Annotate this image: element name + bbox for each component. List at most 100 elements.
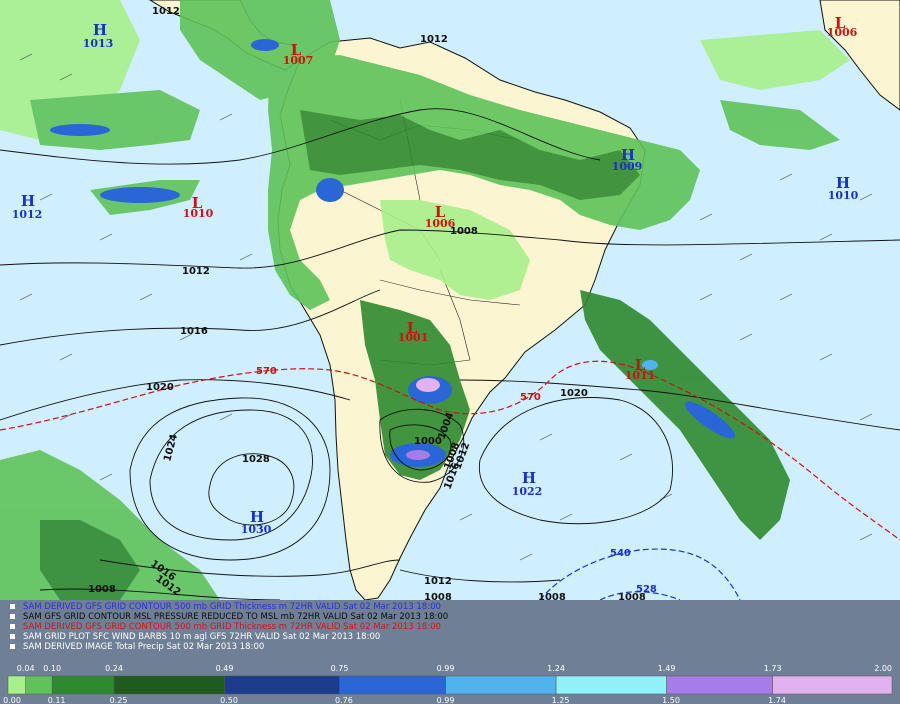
svg-text:1001: 1001: [398, 331, 429, 344]
svg-text:H: H: [621, 146, 635, 164]
isobar-label: 1012: [420, 34, 448, 45]
svg-text:1012: 1012: [12, 208, 43, 221]
colorbar-bottom-ticks: 0.00 0.11 0.25 0.50 0.76 0.99 1.25 1.50 1.74: [3, 696, 786, 704]
thickness-labels: 570 570 540 528: [256, 366, 657, 595]
isobar-label: 1008: [618, 592, 646, 600]
thickness-570: [0, 360, 900, 541]
colorbar-swatch: [51, 675, 115, 695]
svg-text:L: L: [407, 319, 418, 337]
svg-text:L: L: [835, 14, 846, 32]
legend-line: SAM DERIVED IMAGE Total Precip Sat 02 Ma…: [10, 642, 264, 652]
legend-bullet-icon: [10, 614, 15, 619]
legend-line: SAM GFS GRID CONTOUR MSL PRESSURE REDUCE…: [10, 612, 448, 622]
legend-text: SAM GRID PLOT SFC WIND BARBS 10 m agl GF…: [23, 632, 381, 642]
isobar-label: 1012: [152, 6, 180, 17]
svg-text:1010: 1010: [828, 189, 859, 202]
thickness-540: [539, 548, 741, 600]
colorbar-swatches: [7, 675, 893, 695]
svg-text:L: L: [291, 41, 302, 59]
isobar-label: 1008: [424, 592, 452, 600]
colorbar-bottom-tick: 0.99: [437, 696, 455, 704]
colorbar-top-tick: 2.00: [874, 664, 892, 673]
legend-bullet-icon: [10, 644, 15, 649]
thickness-label: 570: [520, 392, 541, 403]
colorbar-swatch: [666, 675, 773, 695]
colorbar-bottom-tick: 0.00: [3, 696, 21, 704]
isobar-label: 1008: [88, 584, 116, 595]
isobars: [0, 108, 900, 600]
svg-text:H: H: [93, 21, 107, 39]
svg-text:L: L: [192, 194, 203, 212]
africa-land: [819, 0, 900, 111]
colorbar-top-ticks: 0.04 0.10 0.24 0.49 0.75 0.99 1.24 1.49 1.73 2.00: [17, 664, 892, 673]
svg-text:1009: 1009: [612, 160, 643, 173]
colorbar-top-tick: 0.04: [17, 664, 35, 673]
legend-text: SAM DERIVED IMAGE Total Precip Sat 02 Ma…: [23, 642, 265, 652]
svg-text:1006: 1006: [827, 26, 858, 39]
colorbar-swatch: [772, 675, 893, 695]
isobar-label: 1020: [560, 388, 588, 399]
svg-text:H: H: [836, 174, 850, 192]
legend-line: SAM DERIVED GFS GRID CONTOUR 500 mb GRID…: [10, 602, 441, 612]
svg-text:H: H: [250, 508, 264, 526]
legend-bullet-icon: [10, 634, 15, 639]
isobar-label: 1028: [242, 454, 270, 465]
isobar-label: 1020: [146, 382, 174, 393]
colorbar-top-tick: 0.24: [105, 664, 123, 673]
colorbar-bottom-tick: 0.25: [110, 696, 128, 704]
svg-text:H: H: [21, 192, 35, 210]
colorbar-swatch: [25, 675, 53, 695]
colorbar-top-tick: 0.49: [216, 664, 234, 673]
isobar-label: 1012: [424, 576, 452, 587]
svg-text:H: H: [522, 469, 536, 487]
legend-bullet-icon: [10, 604, 15, 609]
colorbar-bottom-tick: 1.74: [768, 696, 786, 704]
isobar-label: 1016: [180, 326, 208, 337]
colorbar-swatch: [445, 675, 557, 695]
svg-text:1030: 1030: [241, 523, 272, 536]
colorbar-swatch: [7, 675, 26, 695]
colorbar-top-tick: 0.75: [331, 664, 349, 673]
svg-text:1006: 1006: [425, 217, 456, 230]
svg-text:1007: 1007: [283, 54, 314, 67]
svg-text:1011: 1011: [625, 369, 656, 382]
isobar-label: 1012: [182, 266, 210, 277]
wind-barbs: [19, 53, 873, 561]
svg-text:L: L: [635, 356, 646, 374]
thickness-label: 570: [256, 366, 277, 377]
svg-text:1022: 1022: [512, 485, 543, 498]
colorbar-swatch: [339, 675, 446, 695]
colorbar-bottom-tick: 0.11: [48, 696, 66, 704]
weather-map: 1012 1012 1008 1012 1016 1020 1024 1028 …: [0, 0, 900, 600]
precip-colorbar: 0.04 0.10 0.24 0.49 0.75 0.99 1.24 1.49 1.73 2.00…: [3, 664, 893, 704]
colorbar-bottom-tick: 0.50: [220, 696, 238, 704]
colorbar-top-tick: 0.99: [437, 664, 455, 673]
colorbar-top-tick: 1.73: [764, 664, 782, 673]
legend-line: SAM DERIVED GFS GRID CONTOUR 500 mb GRID…: [10, 622, 441, 632]
legend-line: SAM GRID PLOT SFC WIND BARBS 10 m agl GF…: [10, 632, 380, 642]
colorbar-swatch: [113, 675, 225, 695]
colorbar-bottom-tick: 1.50: [662, 696, 680, 704]
colorbar-swatch: [224, 675, 340, 695]
thickness-label: 540: [610, 548, 631, 559]
heavy-precip-cores: [50, 39, 735, 467]
isobar-label: 1008: [450, 226, 478, 237]
legend-text: SAM DERIVED GFS GRID CONTOUR 500 mb GRID…: [23, 622, 441, 632]
svg-text:1013: 1013: [83, 37, 114, 50]
isobar-label: 1000: [414, 436, 442, 447]
colorbar-top-tick: 1.49: [658, 664, 676, 673]
colorbar-bottom-tick: 1.25: [552, 696, 570, 704]
legend-bullet-icon: [10, 624, 15, 629]
